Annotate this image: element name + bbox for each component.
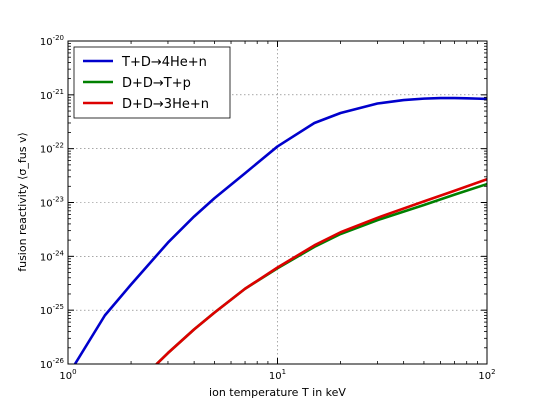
- y-tick-label: 10-21: [40, 88, 64, 102]
- y-tick-label: 10-25: [40, 303, 64, 317]
- legend-label: T+D→4He+n: [121, 55, 207, 70]
- x-tick-label: 100: [59, 368, 76, 382]
- x-tick-label: 101: [269, 368, 286, 382]
- y-tick-label: 10-22: [40, 142, 64, 156]
- series-line: [155, 182, 487, 364]
- axis-ticks: 100 101 102 10-26 10-25 10-24 10-23 10-22 10-21 1…: [40, 34, 496, 382]
- legend-label: D+D→T+p: [122, 76, 191, 91]
- series-lines: [73, 96, 487, 364]
- x-tick-label: 102: [478, 368, 495, 382]
- series-line: [155, 177, 487, 364]
- x-axis-label: ion temperature T in keV: [209, 386, 346, 399]
- y-tick-label: 10-23: [40, 196, 64, 210]
- y-tick-label: 10-24: [40, 249, 65, 263]
- legend-label: D+D→3He+n: [122, 97, 209, 112]
- y-tick-label: 10-20: [40, 34, 64, 48]
- series-line: [73, 96, 487, 364]
- y-tick-label: 10-26: [40, 357, 65, 371]
- legend: T+D→4He+n D+D→T+p D+D→3He+n: [73, 46, 231, 119]
- y-axis-label: fusion reactivity ⟨σ_fus v⟩: [16, 132, 29, 272]
